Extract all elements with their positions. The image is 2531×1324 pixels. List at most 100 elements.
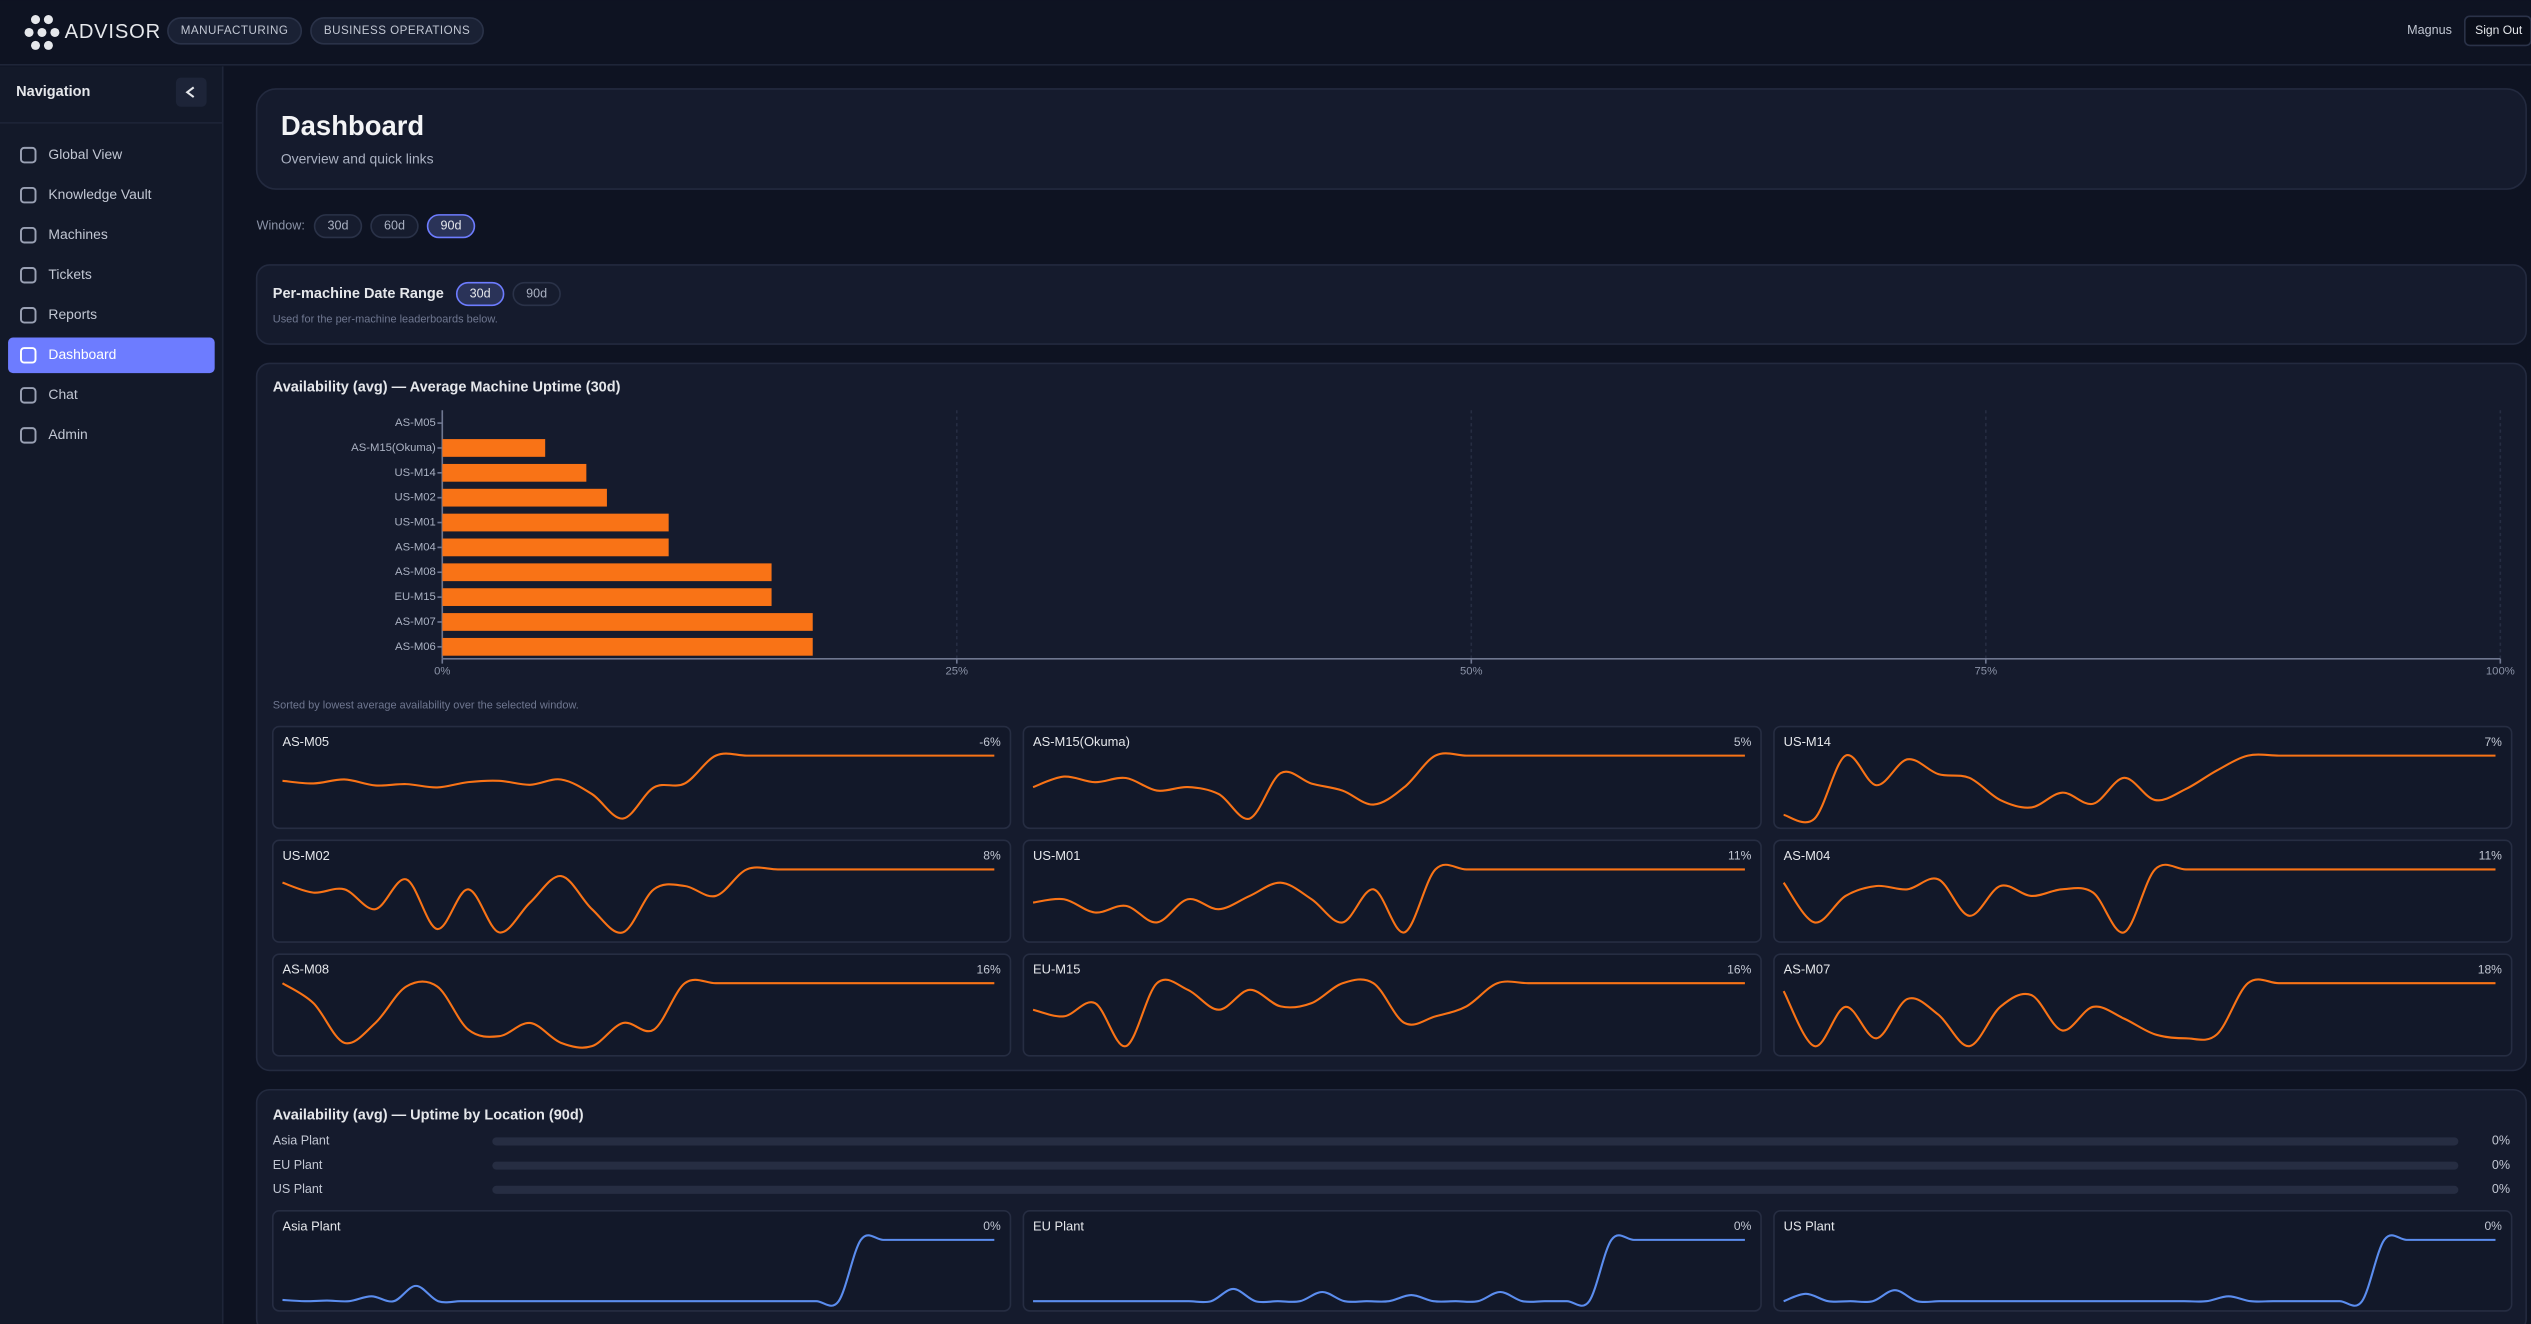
bar bbox=[442, 513, 669, 532]
bar bbox=[442, 637, 813, 656]
nav-item[interactable]: Knowledge Vault bbox=[48, 186, 151, 202]
nav-icon bbox=[20, 267, 37, 284]
x-tick-label: 0% bbox=[434, 666, 450, 678]
sparkline bbox=[1782, 863, 2496, 934]
nav-item[interactable]: Admin bbox=[48, 426, 87, 442]
sidebar bbox=[0, 66, 223, 1324]
sparkline-summary: 0% bbox=[2484, 1219, 2502, 1233]
option-label: 30d bbox=[470, 286, 491, 300]
bar bbox=[442, 563, 772, 582]
sparkline-card bbox=[1022, 839, 1762, 943]
header-tab: MANUFACTURING bbox=[181, 24, 289, 37]
y-tick-label: US-M14 bbox=[394, 467, 435, 479]
logo-dot bbox=[43, 15, 53, 25]
option-label: 30d bbox=[327, 219, 348, 233]
y-tick-label: US-M01 bbox=[394, 517, 435, 529]
sparkline-summary: 16% bbox=[1727, 963, 1751, 977]
option-pill[interactable] bbox=[370, 214, 419, 239]
sparkline-card bbox=[271, 725, 1012, 830]
range-note: Used for the per-machine leaderboards be… bbox=[273, 314, 498, 326]
sparkline-name: AS-M04 bbox=[1784, 848, 1831, 863]
option-pill[interactable] bbox=[426, 214, 476, 239]
card bbox=[255, 88, 2527, 190]
option-pill[interactable] bbox=[313, 214, 363, 239]
page-title: Dashboard bbox=[281, 110, 424, 141]
sparkline-name: AS-M15(Okuma) bbox=[1033, 734, 1130, 749]
y-tick-label: AS-M08 bbox=[395, 566, 436, 578]
sign-out-label: Sign Out bbox=[2475, 23, 2523, 37]
sparkline bbox=[282, 1234, 995, 1307]
option-label: 90d bbox=[441, 219, 462, 233]
user-name: Magnus bbox=[2407, 23, 2452, 37]
window-label: Window: bbox=[257, 219, 305, 233]
nav-item[interactable]: Reports bbox=[48, 306, 97, 322]
logo-dot bbox=[24, 27, 34, 37]
sparkline-name: AS-M07 bbox=[1784, 962, 1831, 977]
sparkline-name: AS-M08 bbox=[282, 962, 329, 977]
y-tick-label: AS-M07 bbox=[395, 616, 436, 628]
location-value: 0% bbox=[2492, 1158, 2510, 1172]
sparkline-card bbox=[271, 839, 1012, 943]
chart-title: Availability (avg) — Uptime by Location … bbox=[273, 1107, 584, 1123]
sparkline-summary: 0% bbox=[983, 1219, 1001, 1233]
option-pill[interactable] bbox=[512, 281, 561, 307]
sparkline-card bbox=[1022, 1210, 1762, 1312]
location-label: Asia Plant bbox=[273, 1134, 330, 1148]
nav-icon bbox=[20, 186, 37, 204]
sparkline-summary: 18% bbox=[2478, 963, 2502, 977]
option-label: 60d bbox=[384, 219, 405, 233]
sparkline-name: US-M14 bbox=[1784, 734, 1831, 749]
nav-icon bbox=[20, 387, 37, 404]
header-tab-pill[interactable] bbox=[167, 17, 303, 45]
sparkline-name: US Plant bbox=[1784, 1218, 1835, 1233]
sparkline bbox=[282, 866, 995, 934]
y-tick-label: US-M02 bbox=[394, 492, 435, 504]
nav-item[interactable]: Chat bbox=[48, 386, 77, 402]
nav-icon bbox=[20, 307, 37, 324]
sparkline bbox=[1033, 1234, 1745, 1307]
y-tick-label: AS-M15(Okuma) bbox=[351, 442, 436, 454]
sparkline-name: US-M01 bbox=[1033, 848, 1080, 863]
card bbox=[255, 264, 2527, 345]
sparkline-card bbox=[271, 1210, 1012, 1312]
collapse-button[interactable] bbox=[175, 77, 207, 107]
location-value: 0% bbox=[2492, 1134, 2510, 1148]
nav-item[interactable]: Tickets bbox=[48, 266, 91, 282]
bar bbox=[442, 439, 546, 457]
nav-item[interactable]: Machines bbox=[48, 226, 107, 242]
sparkline-summary: 11% bbox=[2479, 849, 2503, 863]
y-tick-label: AS-M06 bbox=[395, 641, 436, 653]
bar bbox=[442, 463, 587, 482]
location-track bbox=[492, 1161, 2459, 1170]
sparkline-summary: 7% bbox=[2484, 735, 2502, 749]
nav-icon bbox=[20, 427, 37, 444]
sparkline bbox=[1032, 978, 1745, 1048]
location-track bbox=[492, 1137, 2459, 1146]
sparkline bbox=[1783, 753, 2496, 824]
header-tab-pill[interactable] bbox=[310, 17, 484, 45]
location-label: US Plant bbox=[273, 1182, 323, 1196]
sparkline-card bbox=[1773, 953, 2513, 1057]
location-label: EU Plant bbox=[273, 1158, 323, 1172]
sparkline-name: Asia Plant bbox=[282, 1218, 341, 1233]
option-label: 90d bbox=[526, 286, 547, 300]
sparkline-card bbox=[1022, 953, 1762, 1057]
x-tick-label: 25% bbox=[945, 666, 968, 678]
sparkline-summary: 11% bbox=[1728, 849, 1752, 863]
nav-item[interactable]: Global View bbox=[48, 146, 123, 162]
location-value: 0% bbox=[2492, 1182, 2510, 1196]
sign-out-button[interactable] bbox=[2464, 15, 2531, 47]
sparkline bbox=[1783, 1234, 2496, 1307]
nav-icon bbox=[20, 347, 37, 364]
sparkline-summary: 0% bbox=[1734, 1219, 1752, 1233]
sparkline-name: EU-M15 bbox=[1033, 962, 1080, 977]
sparkline-card bbox=[1022, 725, 1762, 830]
sparkline bbox=[1782, 978, 2496, 1048]
sparkline-name: US-M02 bbox=[282, 848, 329, 863]
nav-item[interactable]: Dashboard bbox=[48, 346, 116, 362]
y-tick-label: EU-M15 bbox=[394, 591, 435, 603]
bar bbox=[442, 588, 772, 606]
option-pill[interactable] bbox=[455, 281, 505, 307]
